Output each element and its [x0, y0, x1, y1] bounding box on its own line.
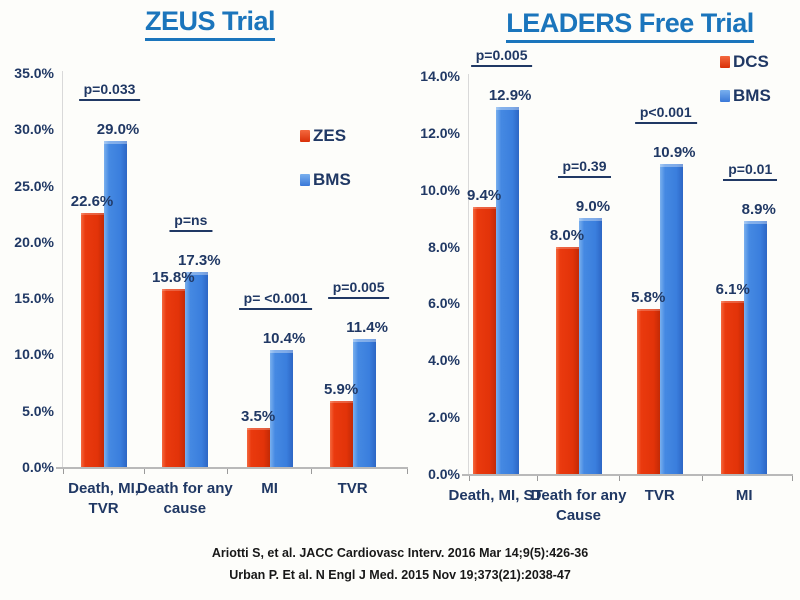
category-label: Death for any cause: [136, 480, 233, 518]
zeus-trial-legend: ZES BMS: [300, 126, 351, 190]
y-tick-label: 0.0%: [22, 459, 54, 475]
p-value-label: p=0.005: [327, 279, 390, 299]
citation-line: Urban P. Et al. N Engl J Med. 2015 Nov 1…: [229, 568, 571, 582]
zes-bar: [329, 400, 353, 467]
red-series-swatch-icon: [720, 56, 730, 68]
p-value-label: p=0.005: [470, 47, 533, 68]
value-label: 17.3%: [178, 252, 221, 270]
category-label: TVR: [337, 480, 368, 497]
chart-title-text: LEADERS Free Trial: [506, 8, 754, 43]
y-tick-label: 6.0%: [428, 295, 460, 312]
blue-series-swatch-icon: [300, 174, 310, 186]
p-value-label: p=ns: [169, 212, 213, 233]
y-tick-label: 20.0%: [14, 233, 54, 250]
value-label: 9.4%: [467, 186, 502, 204]
dcs-bar: [472, 206, 496, 474]
x-axis-tick: [702, 476, 703, 481]
legend-label: ZES: [313, 126, 347, 145]
p-value-label: p=0.39: [557, 158, 612, 179]
category-label: Death, MI, ST: [448, 487, 543, 504]
dcs-bar: [555, 246, 579, 474]
zes-bar: [246, 427, 270, 467]
bms-bar: [744, 221, 768, 474]
bms-bar: [184, 272, 208, 467]
chart-title-text: ZEUS Trial: [144, 6, 276, 41]
y-tick-label: 35.0%: [14, 65, 54, 81]
y-tick-label: 5.0%: [22, 402, 54, 419]
zeus-trial-title: ZEUS Trial: [0, 6, 420, 41]
zeus-trial-plot-area: 35.0% 30.0% 25.0% 20.0% 15.0% 10.0% 5.0% 0.0% 22…: [14, 65, 409, 517]
legend-item-dcs: DCS: [720, 52, 771, 72]
y-tick-label: 8.0%: [428, 238, 460, 255]
y-tick-label: 10.0%: [14, 346, 54, 363]
value-label: 5.8%: [631, 289, 666, 307]
x-axis-tick: [619, 476, 621, 481]
x-axis-tick: [227, 469, 229, 474]
y-tick-label: 10.0%: [420, 181, 460, 198]
x-axis-tick: [311, 469, 313, 474]
value-label: 8.0%: [549, 226, 585, 244]
value-label: 9.0%: [575, 198, 611, 216]
value-label: 29.0%: [96, 120, 140, 138]
category-label: Death for any Cause: [530, 487, 627, 525]
category-label: TVR: [644, 487, 675, 504]
legend-item-zes: ZES: [300, 126, 351, 146]
y-tick-label: 30.0%: [14, 121, 54, 138]
value-label: 3.5%: [240, 407, 276, 425]
leaders-free-trial-legend: DCS BMS: [720, 52, 771, 106]
y-tick-label: 14.0%: [420, 68, 460, 84]
leaders-free-trial-plot-area: 14.0% 12.0% 10.0% 8.0% 6.0% 4.0% 2.0% 0.0% 9.4% 1…: [420, 47, 794, 524]
blue-series-swatch-icon: [720, 90, 730, 102]
value-label: 10.9%: [652, 144, 696, 162]
x-axis-tick: [407, 469, 409, 474]
p-value-label: p=0.033: [78, 81, 141, 101]
p-value-label: p=0.01: [723, 161, 778, 181]
x-axis-tick: [144, 469, 146, 474]
legend-label: DCS: [733, 52, 769, 71]
bms-bar: [269, 349, 293, 467]
legend-label: BMS: [313, 170, 351, 189]
x-axis-tick: [468, 476, 470, 481]
category-label: MI: [261, 480, 278, 497]
bms-bar: [578, 218, 602, 474]
dcs-bar: [721, 300, 745, 474]
category-label: Death, MI, TVR: [68, 480, 139, 518]
y-tick-label: 25.0%: [14, 177, 54, 194]
red-series-swatch-icon: [300, 130, 310, 142]
value-label: 11.4%: [346, 318, 388, 336]
y-tick-label: 12.0%: [420, 124, 460, 141]
legend-label: BMS: [733, 86, 771, 105]
citations: Ariotti S, et al. JACC Cardiovasc Interv…: [0, 546, 800, 590]
dcs-bar: [636, 309, 660, 474]
y-tick-label: 4.0%: [428, 352, 460, 369]
citation-line: Ariotti S, et al. JACC Cardiovasc Interv…: [211, 546, 589, 560]
zes-bar: [80, 212, 104, 467]
value-label: 12.9%: [488, 87, 532, 105]
legend-item-bms: BMS: [720, 86, 771, 106]
x-axis-tick: [537, 476, 539, 481]
x-axis-tick: [62, 469, 64, 474]
leaders-free-trial-title: LEADERS Free Trial: [440, 8, 800, 43]
category-label: MI: [735, 487, 753, 504]
value-label: 6.1%: [715, 280, 750, 298]
value-label: 5.9%: [324, 380, 359, 398]
bms-bar: [659, 164, 683, 474]
value-label: 8.9%: [741, 201, 776, 218]
zes-bar: [161, 289, 185, 467]
value-label: 10.4%: [262, 329, 306, 347]
y-tick-label: 2.0%: [428, 409, 460, 426]
legend-item-bms: BMS: [300, 170, 351, 190]
x-axis-tick: [792, 476, 794, 481]
y-tick-label: 15.0%: [14, 290, 54, 307]
p-value-label: p= <0.001: [238, 290, 313, 310]
value-label: 15.8%: [152, 269, 195, 287]
value-label: 22.6%: [70, 192, 114, 210]
bms-bar: [103, 140, 127, 467]
p-value-label: p<0.001: [634, 104, 697, 125]
bms-bar: [352, 338, 376, 467]
y-tick-label: 0.0%: [428, 466, 460, 482]
bms-bar: [495, 107, 519, 474]
